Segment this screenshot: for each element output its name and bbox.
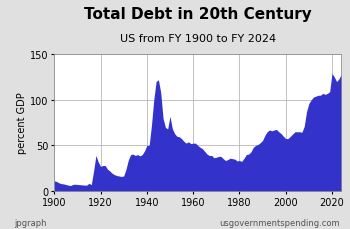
Text: Total Debt in 20th Century: Total Debt in 20th Century bbox=[84, 7, 312, 22]
Text: usgovernmentspending.com: usgovernmentspending.com bbox=[219, 218, 340, 227]
Text: jpgraph: jpgraph bbox=[14, 218, 47, 227]
Text: US from FY 1900 to FY 2024: US from FY 1900 to FY 2024 bbox=[120, 34, 276, 44]
Y-axis label: percent GDP: percent GDP bbox=[18, 92, 27, 154]
